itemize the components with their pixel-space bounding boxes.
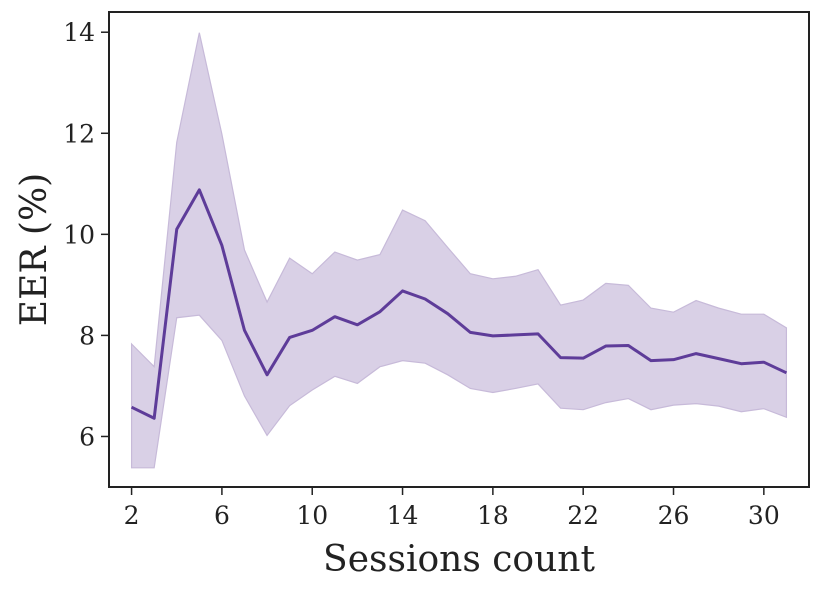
x-tick-label: 18 [477,501,509,530]
y-axis-title: EER (%) [14,173,55,326]
mean-line [130,188,788,420]
y-tick-label: 8 [79,321,95,350]
x-tick-label: 2 [124,501,140,530]
y-tick-label: 12 [63,119,95,148]
y-tick-label: 14 [63,18,95,47]
x-tick-label: 30 [748,501,780,530]
x-tick-label: 22 [567,501,599,530]
x-tick-label: 6 [214,501,230,530]
x-tick-label: 14 [387,501,419,530]
confidence-band [130,32,788,469]
x-tick-label: 10 [296,501,328,530]
x-axis-title: Sessions count [323,539,595,580]
y-axis-ticks: 6 8 10 12 14 [63,18,109,451]
y-tick-label: 10 [63,220,95,249]
mean-line-series [130,188,788,420]
plot-frame [108,11,810,488]
x-axis-ticks: 2 6 10 14 18 22 26 30 [124,487,780,530]
x-tick-label: 26 [658,501,690,530]
y-tick-label: 6 [79,422,95,451]
confidence-band-area [130,32,788,469]
